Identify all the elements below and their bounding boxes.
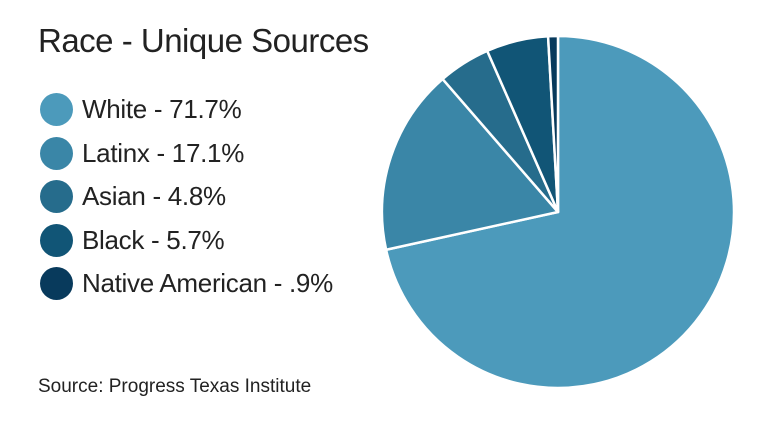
legend-label-native-american: Native American - .9% (82, 268, 333, 299)
legend: White - 71.7% Latinx - 17.1% Asian - 4.8… (40, 88, 333, 306)
legend-swatch-white (40, 93, 73, 127)
legend-item-white: White - 71.7% (40, 88, 333, 132)
legend-item-native-american: Native American - .9% (40, 262, 333, 306)
legend-swatch-latinx (40, 136, 73, 170)
legend-swatch-native-american (40, 267, 73, 301)
legend-swatch-asian (40, 180, 73, 214)
pie-slice-white (384, 34, 736, 390)
chart-title: Race - Unique Sources (38, 22, 369, 59)
pie-chart (380, 34, 736, 390)
legend-label-black: Black - 5.7% (82, 224, 225, 255)
legend-item-black: Black - 5.7% (40, 219, 333, 263)
pie-slice-native-american (546, 34, 560, 214)
source-note: Source: Progress Texas Institute (38, 376, 312, 397)
legend-swatch-black (40, 223, 73, 257)
legend-label-white: White - 71.7% (82, 94, 242, 125)
legend-item-asian: Asian - 4.8% (40, 175, 333, 219)
pie-slice-latinx (380, 77, 560, 252)
legend-label-asian: Asian - 4.8% (82, 181, 226, 212)
legend-label-latinx: Latinx - 17.1% (82, 137, 245, 168)
legend-item-latinx: Latinx - 17.1% (40, 132, 333, 176)
